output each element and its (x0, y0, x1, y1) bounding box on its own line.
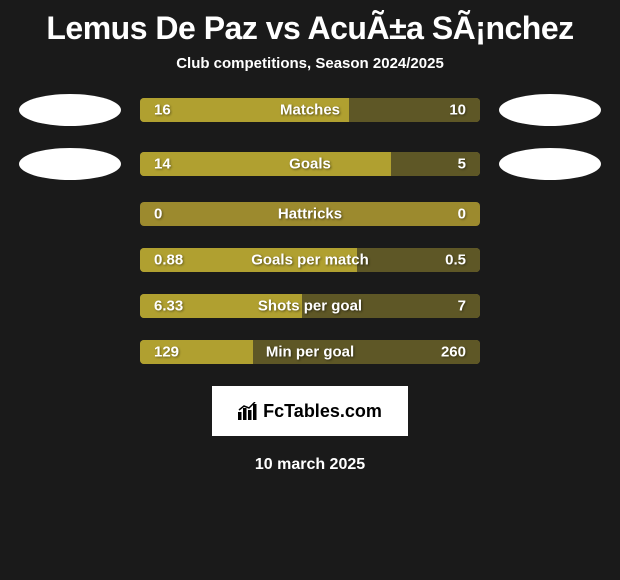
value-left: 16 (154, 102, 171, 119)
value-left: 0.88 (154, 252, 183, 269)
branding-box[interactable]: FcTables.com (212, 386, 408, 436)
stats-area: 16 10 Matches 14 5 Goals 0 0 Hattricks 0.88 0.5 Goa… (10, 94, 610, 364)
value-right: 0 (458, 206, 466, 223)
value-left: 14 (154, 156, 171, 173)
stat-label: Shots per goal (258, 298, 362, 315)
stat-label: Goals (289, 156, 331, 173)
footer-date: 10 march 2025 (10, 456, 610, 474)
branding-text: FcTables.com (263, 401, 382, 422)
stat-row-goals: 14 5 Goals (10, 148, 610, 180)
avatar-right (499, 94, 601, 126)
stat-label: Hattricks (278, 206, 342, 223)
avatar-left (19, 148, 121, 180)
value-right: 0.5 (445, 252, 466, 269)
bar-right (391, 152, 480, 176)
page-title: Lemus De Paz vs AcuÃ±a SÃ¡nchez (10, 0, 610, 55)
stat-label: Min per goal (266, 344, 354, 361)
stat-row-shots-per-goal: 6.33 7 Shots per goal (140, 294, 480, 318)
page-subtitle: Club competitions, Season 2024/2025 (10, 55, 610, 72)
value-left: 129 (154, 344, 179, 361)
chart-icon (238, 402, 260, 420)
value-left: 0 (154, 206, 162, 223)
value-left: 6.33 (154, 298, 183, 315)
stat-label: Matches (280, 102, 340, 119)
bar-left (140, 152, 391, 176)
value-right: 5 (458, 156, 466, 173)
avatar-left (19, 94, 121, 126)
stat-row-min-per-goal: 129 260 Min per goal (140, 340, 480, 364)
value-right: 7 (458, 298, 466, 315)
stat-row-goals-per-match: 0.88 0.5 Goals per match (140, 248, 480, 272)
avatar-right (499, 148, 601, 180)
stat-label: Goals per match (251, 252, 369, 269)
stat-row-hattricks: 0 0 Hattricks (140, 202, 480, 226)
value-right: 10 (449, 102, 466, 119)
value-right: 260 (441, 344, 466, 361)
stat-row-matches: 16 10 Matches (10, 94, 610, 126)
